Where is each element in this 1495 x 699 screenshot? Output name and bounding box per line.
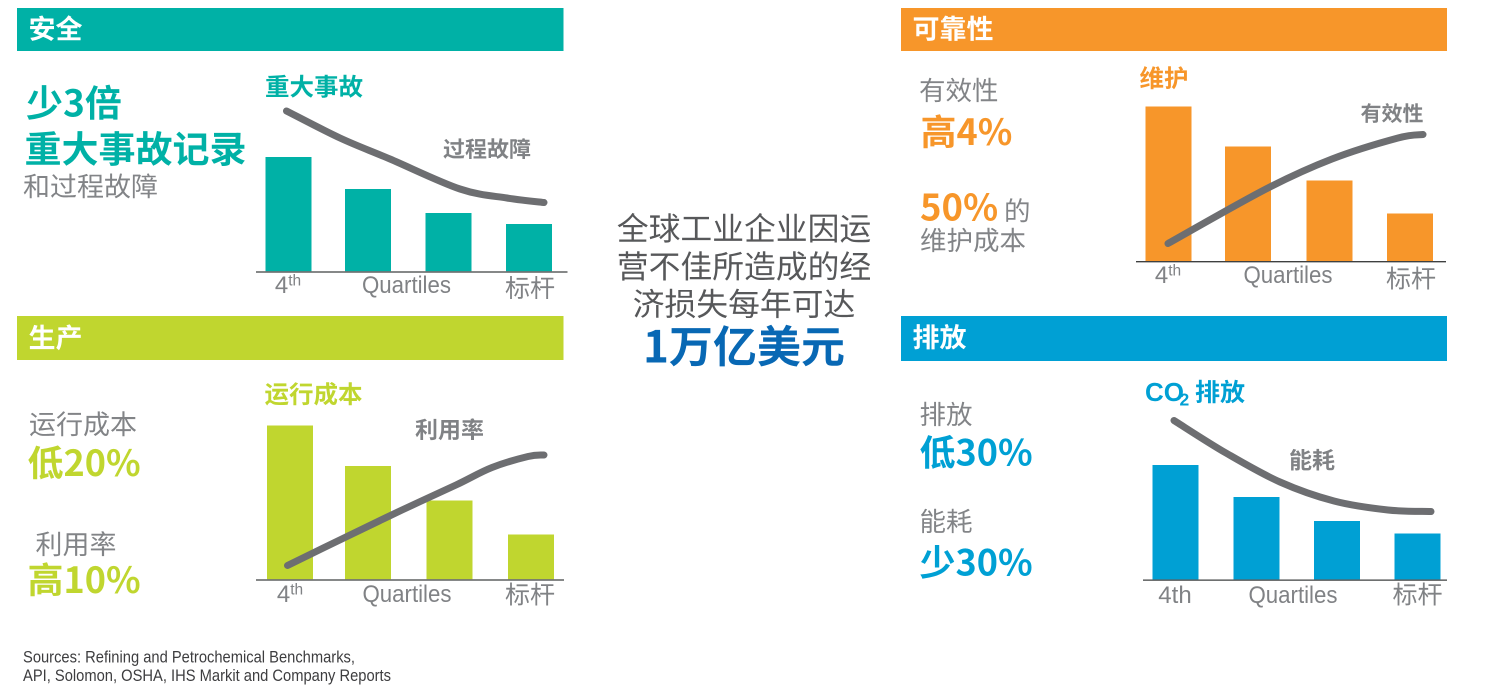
svg-text:th: th [290, 582, 303, 599]
svg-text:4: 4 [275, 272, 288, 299]
svg-text:CO: CO [1145, 377, 1184, 407]
svg-text:Quartiles: Quartiles [363, 581, 452, 608]
svg-text:Quartiles: Quartiles [1249, 582, 1338, 609]
svg-text:4: 4 [1155, 262, 1168, 289]
svg-text:4: 4 [277, 581, 290, 608]
svg-text:Quartiles: Quartiles [1244, 262, 1333, 289]
svg-text:4th: 4th [1158, 582, 1191, 609]
svg-text:API, Solomon, OSHA, IHS Markit: API, Solomon, OSHA, IHS Markit and Compa… [23, 667, 391, 685]
svg-text:th: th [288, 273, 301, 290]
svg-text:th: th [1168, 263, 1181, 280]
svg-text:Sources: Refining and Petroche: Sources: Refining and Petrochemical Benc… [23, 649, 355, 667]
svg-text:2: 2 [1180, 390, 1190, 410]
svg-text:Quartiles: Quartiles [362, 272, 451, 299]
